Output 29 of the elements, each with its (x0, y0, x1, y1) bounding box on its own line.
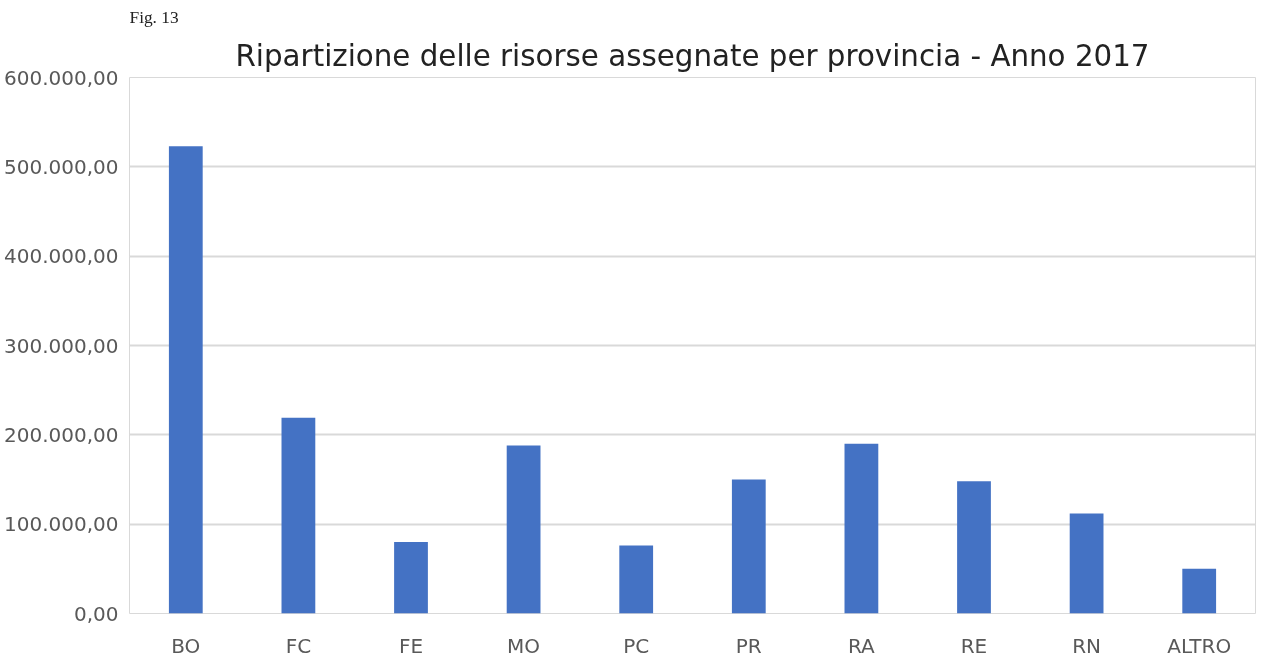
y-tick-label: 600.000,00 (3, 65, 119, 90)
chart-title: Ripartizione delle risorse assegnate per provincia - Anno 2017 (235, 38, 1150, 73)
y-tick-label: 500.000,00 (3, 154, 119, 179)
y-tick-label: 200.000,00 (3, 422, 119, 447)
bar (168, 146, 203, 614)
bar (1182, 568, 1217, 614)
x-tick-label: RE (960, 633, 988, 658)
x-tick-label: PR (735, 633, 762, 658)
x-tick-label: MO (507, 633, 541, 658)
y-tick-label: 400.000,00 (3, 244, 119, 269)
x-tick-label: RN (1072, 633, 1102, 658)
x-tick-label: BO (171, 633, 201, 658)
x-tick-label: ALTRO (1167, 633, 1232, 658)
bar (1069, 513, 1104, 614)
x-tick-label: RA (848, 633, 876, 658)
y-tick-label: 0,00 (73, 601, 119, 626)
x-tick-label: FC (285, 633, 312, 658)
bar (506, 445, 541, 614)
y-tick-label: 100.000,00 (3, 512, 119, 537)
bar (844, 443, 879, 614)
bar (394, 542, 428, 614)
y-tick-label: 300.000,00 (3, 333, 119, 358)
x-tick-label: PC (623, 633, 650, 658)
bar (957, 481, 991, 614)
bar (619, 545, 654, 614)
bar (281, 417, 316, 614)
bar (731, 479, 766, 614)
caption: Fig. 13 (129, 7, 179, 27)
x-tick-label: FE (398, 633, 424, 658)
